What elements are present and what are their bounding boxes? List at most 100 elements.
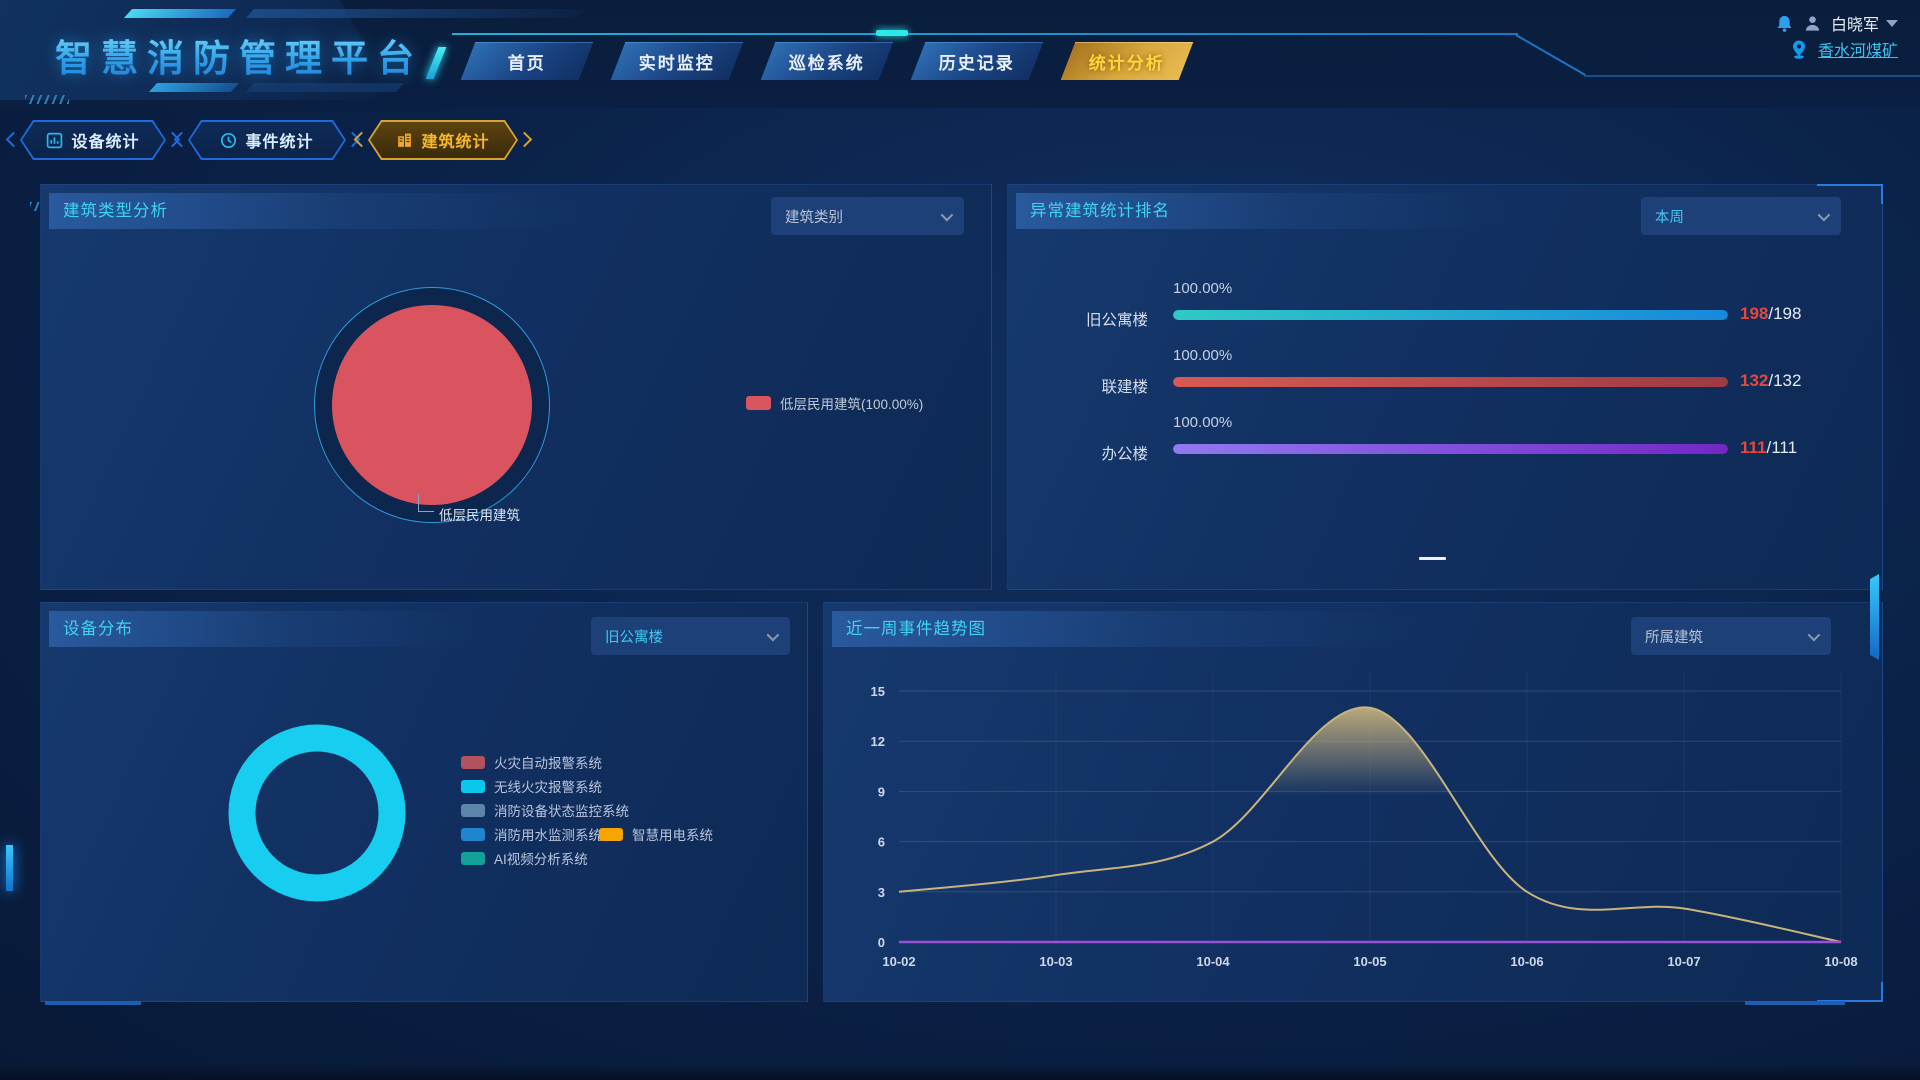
chart-icon [46, 132, 63, 149]
legend-swatch [461, 851, 485, 865]
header-decoration [123, 9, 237, 18]
user-area: 白晓军 香水河煤矿 [1775, 10, 1898, 62]
x-tick-label: 10-07 [1667, 954, 1700, 969]
header-line-decoration [1584, 75, 1920, 77]
header-decoration [148, 83, 240, 92]
building-select[interactable]: 旧公寓楼 [591, 617, 790, 655]
x-tick-label: 10-03 [1039, 954, 1072, 969]
panel-title: 建筑类型分析 [63, 202, 168, 220]
ranking-label: 旧公寓楼 [1085, 312, 1148, 329]
bell-icon[interactable] [1775, 14, 1794, 33]
dropdown-value: 本周 [1655, 209, 1684, 226]
chevron-down-icon [766, 628, 780, 641]
header-line-decoration [452, 33, 1518, 35]
subtab-label: 设备统计 [71, 134, 140, 151]
ranking-count: 198 [1740, 304, 1769, 323]
subtab-body: 建筑统计 [370, 122, 516, 158]
nav-tab-monitor[interactable]: 实时监控 [610, 42, 744, 80]
stat-subtabs: 设备统计 事件统计 建筑统计 [20, 120, 518, 160]
dropdown-value: 旧公寓楼 [605, 629, 663, 646]
pie-callout-label: 低层民用建筑 [439, 508, 520, 523]
trend-line [898, 706, 1842, 943]
panel-title: 异常建筑统计排名 [1030, 202, 1170, 220]
location-icon [1792, 40, 1805, 59]
subtab-body: 事件统计 [190, 122, 344, 158]
panel-building-type: 建筑类型分析 建筑类别 低层民用建筑 低层民用建筑(100.00%) [40, 184, 992, 590]
header-decoration [245, 83, 405, 92]
device-legend-item[interactable]: 消防设备状态监控系统 [461, 801, 629, 819]
legend-swatch [599, 827, 623, 841]
edge-glow-decoration [6, 845, 13, 891]
device-legend-item[interactable]: 智慧用电系统 [599, 825, 713, 843]
ranking-bar-fill [1173, 377, 1728, 387]
legend-label: 智慧用电系统 [632, 828, 713, 843]
building-category-select[interactable]: 建筑类别 [771, 197, 964, 235]
y-tick-label: 9 [878, 784, 885, 799]
panel-bottom-accent [45, 1001, 141, 1005]
x-tick-label: 10-02 [882, 954, 915, 969]
chevron-down-icon [1886, 19, 1898, 27]
y-tick-label: 6 [878, 835, 885, 850]
subtab-event-stats[interactable]: 事件统计 [188, 120, 346, 160]
ranking-label: 办公楼 [1101, 446, 1148, 463]
y-tick-label: 12 [871, 734, 885, 749]
ranking-bar [1173, 310, 1728, 320]
ranking-label: 联建楼 [1101, 379, 1148, 396]
user-menu[interactable]: 白晓军 [1831, 11, 1898, 35]
ranking-row: 办公楼 100.00% 111/111 [1008, 414, 1882, 474]
device-legend-item[interactable]: 消防用水监测系统 [461, 825, 602, 843]
trend-y-labels: 0 3 6 9 12 15 [871, 684, 885, 950]
clock-icon [220, 132, 237, 149]
subtab-device-stats[interactable]: 设备统计 [20, 120, 166, 160]
legend-label: 火灾自动报警系统 [494, 756, 602, 771]
ranking-bar-fill [1173, 444, 1728, 454]
y-tick-label: 3 [878, 885, 885, 900]
nav-tab-label: 实时监控 [639, 53, 715, 73]
header-decoration [245, 9, 585, 18]
nav-tab-history[interactable]: 历史记录 [910, 42, 1044, 80]
pie-legend-item[interactable]: 低层民用建筑(100.00%) [746, 393, 923, 413]
device-donut-chart[interactable] [217, 713, 417, 913]
nav-tab-home[interactable]: 首页 [460, 42, 594, 80]
x-tick-label: 10-08 [1824, 954, 1857, 969]
building-icon [396, 132, 413, 149]
device-legend-item[interactable]: 火灾自动报警系统 [461, 753, 602, 771]
user-name: 白晓军 [1830, 17, 1879, 34]
dropdown-value: 所属建筑 [1645, 629, 1703, 646]
nav-tab-inspection[interactable]: 巡检系统 [760, 42, 894, 80]
footer-band [0, 1064, 1920, 1080]
legend-label: 低层民用建筑(100.00%) [780, 397, 924, 412]
ranking-bar [1173, 377, 1728, 387]
owner-building-select[interactable]: 所属建筑 [1631, 617, 1831, 655]
nav-tab-label: 统计分析 [1089, 53, 1165, 73]
ranking-bar-fill [1173, 310, 1728, 320]
org-link[interactable]: 香水河煤矿 [1817, 43, 1898, 60]
building-type-pie[interactable] [332, 305, 532, 505]
user-icon [1805, 15, 1820, 31]
edge-glow-decoration [1870, 574, 1879, 660]
legend-swatch [461, 779, 485, 793]
legend-swatch [746, 396, 771, 410]
panel-bottom-accent [1745, 1001, 1845, 1005]
subtab-building-stats[interactable]: 建筑统计 [368, 120, 518, 160]
nav-tab-label: 巡检系统 [789, 53, 865, 73]
y-tick-label: 0 [878, 935, 885, 950]
device-legend-item[interactable]: AI视频分析系统 [461, 849, 588, 867]
header-line-decoration [1515, 34, 1586, 76]
trend-x-labels: 10-02 10-03 10-04 10-05 10-06 10-07 10-08 [882, 954, 1857, 969]
app-header: 智慧消防管理平台 首页 实时监控 巡检系统 历史记录 统计分析 [0, 0, 1920, 108]
x-tick-label: 10-04 [1196, 954, 1230, 969]
week-select[interactable]: 本周 [1641, 197, 1841, 235]
org-row: 香水河煤矿 [1775, 36, 1898, 62]
user-row: 白晓军 [1775, 10, 1898, 36]
nav-tab-statistics[interactable]: 统计分析 [1060, 42, 1194, 80]
ranking-row: 联建楼 100.00% 132/132 [1008, 347, 1882, 407]
ranking-total: /132 [1768, 371, 1802, 390]
device-legend-item[interactable]: 无线火灾报警系统 [461, 777, 602, 795]
ranking-count: 111 [1740, 438, 1767, 457]
nav-tab-label: 首页 [508, 53, 546, 73]
dash-decoration [1419, 557, 1446, 560]
subtab-label: 建筑统计 [421, 134, 490, 151]
